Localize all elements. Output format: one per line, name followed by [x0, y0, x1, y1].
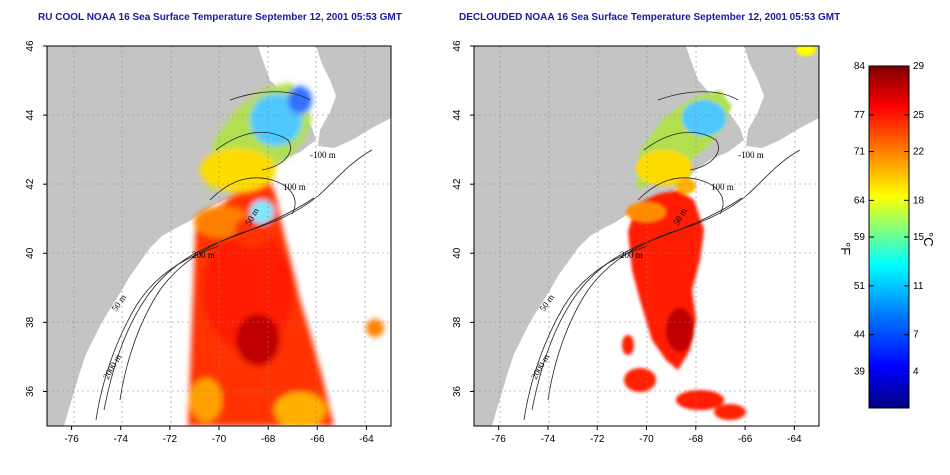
celsius-tick-label: 4	[913, 366, 919, 377]
lon-tick-label: -74	[113, 434, 128, 445]
lon-tick-label: -66	[738, 434, 753, 445]
celsius-unit: °C	[921, 232, 936, 247]
celsius-tick-label: 22	[913, 147, 925, 158]
lat-tick-label: 36	[25, 385, 36, 397]
celsius-tick-label: 29	[913, 61, 925, 72]
coastline-land-northeast	[316, 46, 391, 148]
contour-label: -100 m	[738, 150, 764, 160]
lat-tick-label: 44	[452, 109, 463, 121]
graticule	[47, 46, 391, 426]
fahrenheit-tick-label: 77	[854, 110, 866, 121]
lon-tick-label: -70	[212, 434, 227, 445]
sst-declouded	[622, 46, 816, 420]
fahrenheit-unit: °F	[838, 242, 853, 255]
fahrenheit-tick-label: 44	[854, 330, 866, 341]
sst-swath	[188, 82, 384, 426]
fahrenheit-tick-label: 39	[854, 366, 866, 377]
lon-tick-label: -68	[689, 434, 704, 445]
lat-tick-label: 46	[452, 40, 463, 52]
contour-label: 200 m	[192, 250, 215, 260]
lat-tick-label: 44	[25, 109, 36, 121]
contour-label: 100 m	[711, 182, 734, 192]
left-panel-title: RU COOL NOAA 16 Sea Surface Temperature …	[38, 12, 402, 23]
lon-tick-label: -64	[787, 434, 802, 445]
lon-tick-label: -76	[64, 434, 79, 445]
lat-tick-label: 40	[452, 247, 463, 259]
contour-label: 100 m	[283, 182, 306, 192]
lat-tick-label: 42	[452, 178, 463, 190]
celsius-tick-label: 18	[913, 195, 925, 206]
right-panel-title: DECLOUDED NOAA 16 Sea Surface Temperatur…	[459, 12, 841, 23]
lon-tick-label: -68	[261, 434, 276, 445]
lon-tick-label: -72	[590, 434, 605, 445]
right-map-panel: -100 m 100 m 50 m 200 m 50 m 2000 m -76-…	[452, 40, 820, 445]
lat-tick-label: 42	[25, 178, 36, 190]
celsius-tick-label: 7	[913, 330, 919, 341]
lon-tick-label: -66	[310, 434, 325, 445]
lon-tick-label: -72	[163, 434, 178, 445]
celsius-tick-label: 11	[913, 281, 924, 292]
graticule	[474, 46, 819, 426]
colorbar-gradient	[868, 65, 910, 409]
contour-label: 200 m	[620, 250, 643, 260]
fahrenheit-tick-label: 64	[854, 195, 866, 206]
lon-tick-label: -74	[541, 434, 556, 445]
fahrenheit-tick-label: 59	[854, 232, 866, 243]
lon-tick-label: -76	[491, 434, 506, 445]
fahrenheit-tick-label: 51	[854, 281, 866, 292]
lat-tick-label: 46	[25, 40, 36, 52]
lon-tick-label: -70	[639, 434, 654, 445]
lat-tick-label: 36	[452, 385, 463, 397]
celsius-tick-label: 15	[913, 232, 925, 243]
lon-tick-label: -64	[359, 434, 374, 445]
bathymetry-contours	[523, 91, 801, 421]
lat-tick-label: 38	[25, 316, 36, 328]
celsius-tick-label: 25	[913, 110, 925, 121]
bathymetry-contours	[95, 91, 373, 421]
left-axis-ticks: -76 -74 -72 -70 -68 -66 -64 36 38 40 42 44 46	[25, 40, 374, 445]
lat-tick-label: 40	[25, 247, 36, 259]
fahrenheit-tick-label: 84	[854, 61, 866, 72]
coastline-land-northeast	[744, 46, 819, 148]
left-map-panel: -100 m 100 m 50 m 200 m 50 m 2000 m -76-…	[25, 40, 392, 445]
fahrenheit-tick-label: 71	[854, 147, 866, 158]
lat-tick-label: 38	[452, 316, 463, 328]
contour-label: -100 m	[310, 150, 336, 160]
right-axis-ticks: -76 -74 -72 -70 -68 -66 -64 36 38 40 42 44 46	[452, 40, 802, 445]
